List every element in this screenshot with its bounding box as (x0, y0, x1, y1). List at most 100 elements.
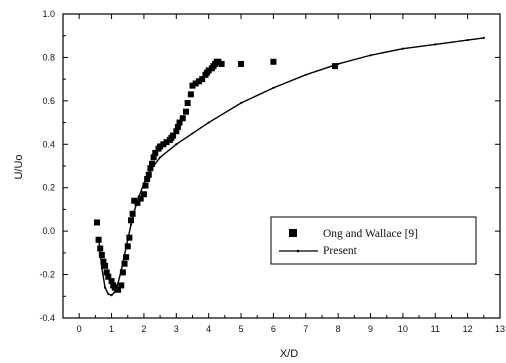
ong-wallace-point (163, 139, 170, 146)
legend-box (270, 216, 477, 265)
present-point (369, 54, 372, 57)
ong-wallace-point (150, 154, 157, 161)
ong-wallace-point (199, 76, 206, 83)
ong-wallace-point (118, 282, 125, 289)
legend-label-ong-and-wallace: Ong and Wallace [9] (323, 228, 418, 240)
ong-wallace-point (173, 128, 180, 135)
ong-wallace-point (119, 269, 126, 276)
ong-wallace-point (192, 80, 199, 87)
present-point (207, 121, 210, 124)
y-tick-label: 0.4 (42, 139, 55, 149)
ong-wallace-point (238, 60, 245, 67)
ong-wallace-point (140, 191, 147, 198)
present-point (191, 132, 194, 135)
y-tick-label: 0.0 (42, 226, 55, 236)
ong-wallace-point (93, 219, 100, 226)
ong-wallace-point (124, 243, 131, 250)
ong-wallace-point (131, 197, 138, 204)
y-tick-label: 0.6 (42, 96, 55, 106)
ong-wallace-point (270, 58, 277, 65)
ong-wallace-point (123, 254, 130, 261)
ong-wallace-point (189, 82, 196, 89)
ong-wallace-point (105, 273, 112, 280)
ong-wallace-point (215, 58, 222, 65)
x-tick-label: 13 (495, 324, 505, 334)
ong-wallace-point (184, 100, 191, 107)
legend-line-dot (296, 249, 300, 253)
present-point (175, 143, 178, 146)
y-tick-label: -0.4 (39, 313, 55, 323)
ong-wallace-point (115, 286, 122, 293)
present-point (159, 156, 162, 159)
legend: Ong and Wallace [9] Present (270, 216, 477, 265)
ong-wallace-point (179, 115, 186, 122)
ong-wallace-point (170, 132, 177, 139)
ong-wallace-point (126, 234, 133, 241)
x-tick-label: 0 (77, 324, 82, 334)
legend-marker-square (289, 229, 297, 237)
y-tick-label: 0.2 (42, 183, 55, 193)
ong-wallace-point (176, 119, 183, 126)
ong-wallace-point (100, 258, 107, 265)
ong-wallace-point (160, 141, 167, 148)
ong-wallace-point (149, 160, 156, 167)
y-tick-label: 1.0 (42, 9, 55, 19)
present-point (129, 223, 133, 226)
x-tick-label: 9 (368, 324, 373, 334)
present-point (239, 101, 243, 105)
ong-wallace-point (218, 60, 225, 67)
present-point (272, 86, 275, 89)
x-tick-label: 10 (398, 324, 408, 334)
ong-wallace-point (137, 195, 144, 202)
y-tick-label: 0.8 (42, 52, 55, 62)
ong-wallace-point (102, 262, 109, 269)
present-point (103, 286, 107, 289)
ong-wallace-point (103, 269, 110, 276)
y-axis-label: U/Uo (13, 154, 25, 179)
x-tick-label: 12 (463, 324, 473, 334)
ong-wallace-point (121, 260, 128, 267)
ong-wallace-point (195, 78, 202, 85)
plot-frame (62, 13, 501, 319)
ong-wallace-point (152, 149, 159, 156)
x-tick-label: 4 (206, 324, 211, 334)
ong-wallace-point (134, 199, 141, 206)
ong-wallace-point (205, 67, 212, 74)
ong-wallace-point (157, 143, 164, 150)
x-tick-label: 8 (336, 324, 341, 334)
x-tick-label: 7 (303, 324, 308, 334)
present-point (482, 36, 485, 39)
ong-wallace-point (147, 165, 154, 172)
ong-wallace-point (127, 217, 134, 224)
present-point (107, 293, 110, 296)
ong-wallace-point (129, 210, 136, 217)
ong-wallace-point (111, 284, 118, 291)
ong-wallace-point (145, 171, 152, 178)
x-tick-label: 6 (271, 324, 276, 334)
present-point (304, 73, 307, 76)
series-ong-and-wallace (93, 58, 338, 293)
x-tick-label: 1 (109, 324, 114, 334)
ong-wallace-point (187, 91, 194, 98)
present-point (110, 294, 113, 297)
ong-wallace-point (98, 252, 105, 259)
x-tick-label: 11 (431, 324, 440, 334)
ong-wallace-point (108, 278, 115, 285)
present-point (401, 47, 404, 50)
x-tick-label: 2 (141, 324, 146, 334)
ong-wallace-point (97, 245, 104, 252)
x-tick-label: 5 (239, 324, 244, 334)
ong-wallace-point (174, 123, 181, 130)
ong-wallace-point (142, 182, 149, 189)
plot-axes (62, 13, 501, 319)
present-point (434, 43, 437, 46)
ong-wallace-point (95, 236, 102, 243)
axis-ticks: 0 1 2 3 4 5 6 7 8 9 10 11 12 13-0.4-0.20.00.20.40.60.… (39, 9, 505, 334)
x-tick-label: 3 (174, 324, 179, 334)
legend-label-present: Present (323, 245, 358, 257)
ong-wallace-point (183, 108, 190, 115)
y-tick-label: -0.2 (39, 270, 55, 280)
x-axis-label: X/D (280, 348, 298, 360)
ong-wallace-point (144, 176, 151, 183)
